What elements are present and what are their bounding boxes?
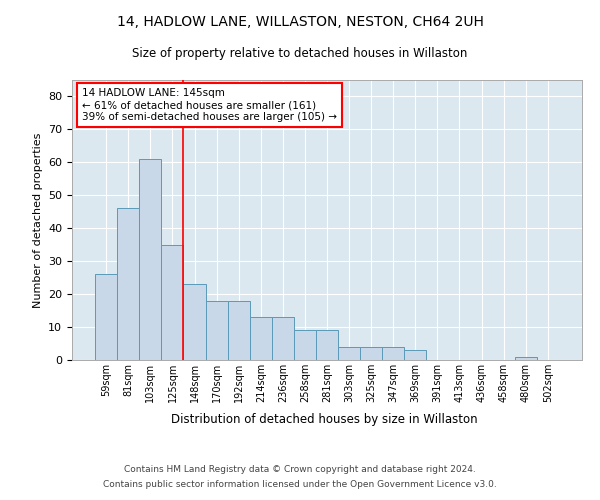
Bar — [161, 244, 184, 360]
Bar — [184, 284, 206, 360]
Bar — [227, 300, 250, 360]
Bar — [206, 300, 227, 360]
Bar — [316, 330, 338, 360]
Bar — [117, 208, 139, 360]
Bar — [272, 317, 294, 360]
Text: 14, HADLOW LANE, WILLASTON, NESTON, CH64 2UH: 14, HADLOW LANE, WILLASTON, NESTON, CH64… — [116, 15, 484, 29]
Bar — [515, 356, 537, 360]
Text: Contains public sector information licensed under the Open Government Licence v3: Contains public sector information licen… — [103, 480, 497, 489]
Bar — [360, 347, 382, 360]
Bar — [404, 350, 427, 360]
Bar — [382, 347, 404, 360]
Bar — [338, 347, 360, 360]
Bar — [95, 274, 117, 360]
Bar — [250, 317, 272, 360]
Text: Size of property relative to detached houses in Willaston: Size of property relative to detached ho… — [133, 48, 467, 60]
Bar — [139, 159, 161, 360]
Text: Distribution of detached houses by size in Willaston: Distribution of detached houses by size … — [170, 412, 478, 426]
Y-axis label: Number of detached properties: Number of detached properties — [32, 132, 43, 308]
Bar — [294, 330, 316, 360]
Text: 14 HADLOW LANE: 145sqm
← 61% of detached houses are smaller (161)
39% of semi-de: 14 HADLOW LANE: 145sqm ← 61% of detached… — [82, 88, 337, 122]
Text: Contains HM Land Registry data © Crown copyright and database right 2024.: Contains HM Land Registry data © Crown c… — [124, 465, 476, 474]
